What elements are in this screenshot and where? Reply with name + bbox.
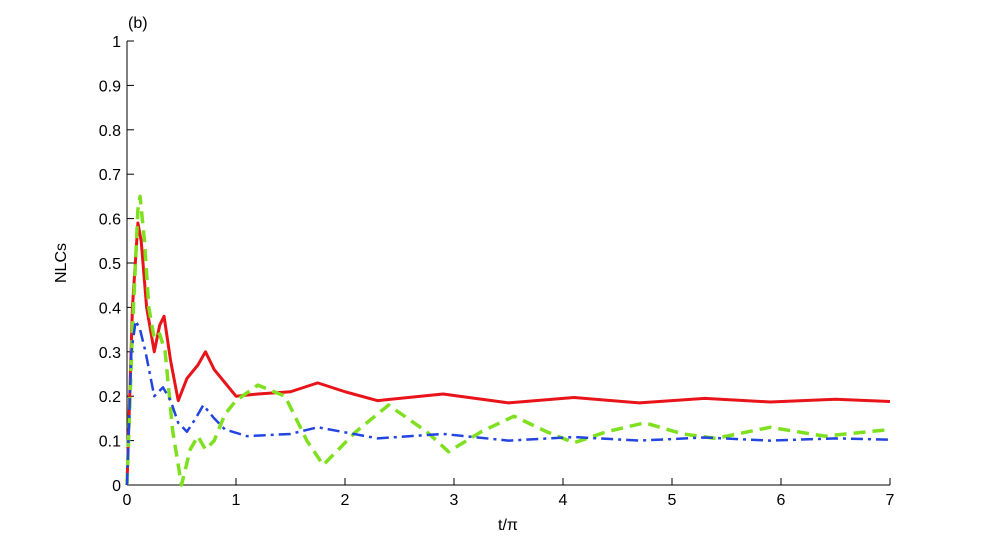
y-tick-label: 0.7 [99, 167, 121, 184]
y-tick-label: 0.1 [99, 434, 121, 451]
y-axis-label: NLCs [53, 243, 70, 283]
x-axis-label: t/π [498, 517, 518, 534]
y-tick-label: 0.4 [99, 300, 121, 317]
x-tick-label: 7 [886, 492, 895, 509]
y-tick-label: 0.8 [99, 123, 121, 140]
x-tick-label: 6 [777, 492, 786, 509]
series-line [125, 221, 891, 486]
x-tick-label: 1 [232, 492, 241, 509]
x-tick-label: 5 [668, 492, 677, 509]
y-tick-label: 0 [112, 478, 121, 495]
series-line [125, 194, 891, 487]
x-tick-label: 3 [450, 492, 459, 509]
x-tick-label: 4 [559, 492, 568, 509]
annotation: (b) [128, 15, 148, 32]
y-tick-label: 1 [112, 34, 121, 51]
y-tick-label: 0.2 [99, 389, 121, 406]
y-tick-label: 0.6 [99, 212, 121, 229]
y-tick-label: 0.9 [99, 78, 121, 95]
series-line [125, 319, 891, 486]
y-tick-label: 0.3 [99, 345, 121, 362]
x-tick-label: 2 [341, 492, 350, 509]
x-tick-label: 0 [123, 492, 132, 509]
y-tick-label: 0.5 [99, 256, 121, 273]
